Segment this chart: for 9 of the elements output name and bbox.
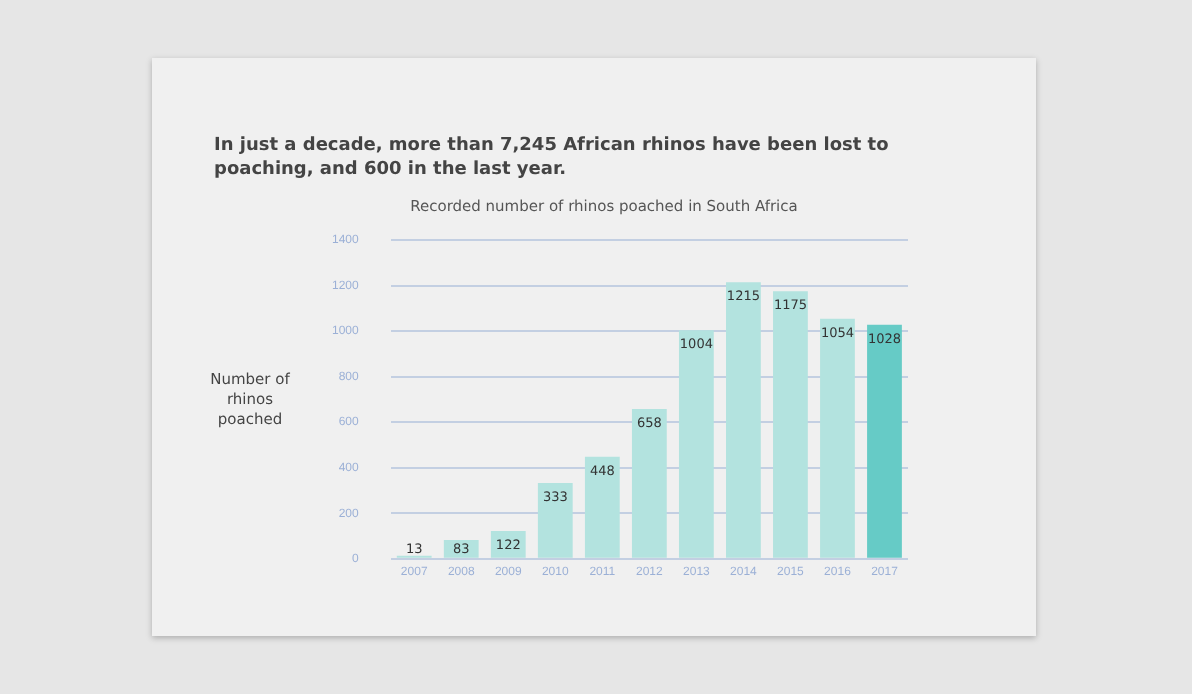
bar [631, 408, 667, 558]
bar [867, 324, 902, 558]
bar [773, 291, 808, 558]
bar [726, 282, 761, 558]
bar [537, 482, 573, 558]
chart-title: In just a decade, more than 7,245 African rhinos have been lost to poaching, and 600 in the last year. [214, 134, 891, 182]
bar [678, 330, 714, 558]
bar [584, 456, 620, 558]
bar [820, 318, 855, 558]
